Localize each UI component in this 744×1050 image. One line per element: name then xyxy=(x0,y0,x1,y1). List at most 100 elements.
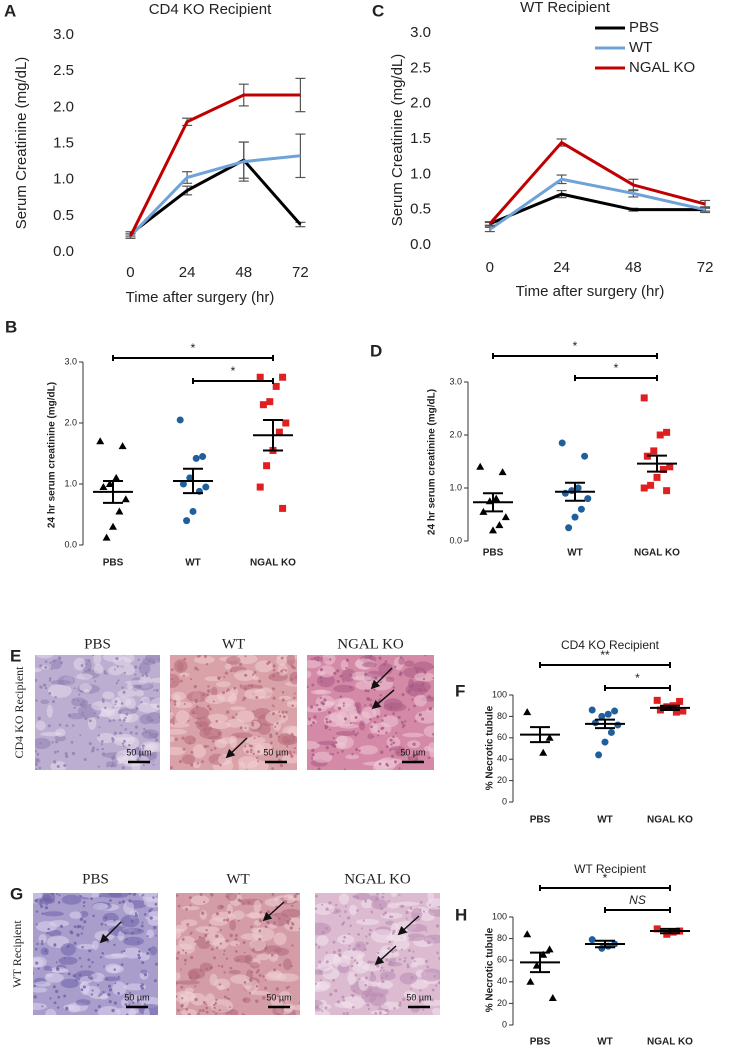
tissue-texture xyxy=(369,973,377,982)
nucleus xyxy=(52,700,56,704)
nucleus xyxy=(402,723,406,727)
nucleus xyxy=(344,910,347,913)
nucleus xyxy=(352,895,356,899)
nucleus xyxy=(378,1011,383,1015)
nucleus xyxy=(208,924,211,927)
tissue-texture xyxy=(175,709,190,724)
nucleus xyxy=(225,939,229,943)
tissue-texture xyxy=(287,726,297,736)
tissue-texture xyxy=(112,981,127,996)
nucleus xyxy=(131,750,134,753)
nucleus xyxy=(170,710,172,713)
tissue-texture xyxy=(392,938,410,951)
nucleus xyxy=(53,943,56,946)
data-point xyxy=(282,419,290,427)
tissue-texture xyxy=(117,755,127,762)
nucleus xyxy=(409,906,413,910)
tissue-texture xyxy=(103,655,124,662)
nucleus xyxy=(78,693,81,696)
nucleus xyxy=(250,748,253,752)
nucleus xyxy=(261,996,266,1000)
tissue-texture xyxy=(92,902,109,911)
tissue-texture xyxy=(33,1002,48,1011)
tissue-texture xyxy=(414,672,434,682)
nucleus xyxy=(370,910,374,914)
tissue-texture xyxy=(52,968,69,974)
nucleus xyxy=(155,688,159,692)
tissue-texture xyxy=(48,929,62,937)
nucleus xyxy=(207,704,210,708)
tissue-texture xyxy=(272,1006,285,1015)
nucleus xyxy=(170,677,174,681)
nucleus xyxy=(141,674,144,677)
data-point xyxy=(595,751,603,759)
arrow xyxy=(262,901,285,922)
chart-title: CD4 KO Recipient xyxy=(149,1,272,18)
nucleus xyxy=(265,748,268,751)
nucleus xyxy=(114,700,118,703)
nucleus xyxy=(373,720,377,724)
nucleus xyxy=(405,910,409,915)
nucleus xyxy=(122,718,126,722)
nucleus xyxy=(422,677,426,681)
nucleus xyxy=(415,758,419,762)
nucleus xyxy=(417,753,420,756)
tissue-texture xyxy=(170,728,187,735)
nucleus xyxy=(123,671,126,674)
nucleus xyxy=(44,686,48,690)
nucleus xyxy=(155,962,158,966)
nucleus xyxy=(103,671,107,675)
nucleus xyxy=(367,697,370,701)
nucleus xyxy=(115,682,118,685)
nucleus xyxy=(63,994,67,998)
nucleus xyxy=(276,994,280,998)
nucleus xyxy=(50,968,53,971)
nucleus xyxy=(369,698,372,702)
nucleus xyxy=(421,717,425,721)
nucleus xyxy=(272,696,276,700)
nucleus xyxy=(101,747,104,751)
chart-title: WT Recipient xyxy=(520,0,611,16)
nucleus xyxy=(219,942,222,945)
nucleus xyxy=(185,907,188,911)
nucleus xyxy=(315,943,318,946)
nucleus xyxy=(288,917,292,921)
tissue-texture xyxy=(390,893,398,897)
nucleus xyxy=(81,927,84,930)
sem-bar xyxy=(595,939,615,949)
nucleus xyxy=(39,742,42,745)
nucleus xyxy=(124,728,128,731)
tissue-texture xyxy=(399,972,418,985)
nucleus xyxy=(365,993,369,997)
nucleus xyxy=(81,946,84,949)
y-tick-label: 20 xyxy=(497,775,507,785)
nucleus xyxy=(52,985,56,989)
x-tick-label: 24 xyxy=(553,259,570,276)
tissue-texture xyxy=(76,673,93,680)
nucleus xyxy=(418,713,422,717)
tissue-texture xyxy=(143,1007,150,1015)
nucleus xyxy=(391,915,394,918)
data-point xyxy=(115,507,124,515)
nucleus xyxy=(155,934,158,937)
nucleus xyxy=(144,730,148,734)
nucleus xyxy=(200,729,203,732)
tissue-texture xyxy=(173,659,188,673)
nucleus xyxy=(293,747,296,750)
nucleus xyxy=(277,735,281,738)
nucleus xyxy=(385,731,388,734)
data-point xyxy=(492,494,501,502)
tissue-texture xyxy=(108,665,124,676)
tissue-texture xyxy=(181,1008,198,1015)
nucleus xyxy=(379,969,383,972)
nucleus xyxy=(177,904,181,908)
tissue-texture xyxy=(394,749,407,757)
nucleus xyxy=(105,978,109,981)
y-tick-label: 80 xyxy=(497,711,507,721)
tissue-texture xyxy=(98,893,123,898)
nucleus xyxy=(194,666,198,670)
tissue-texture xyxy=(414,694,427,707)
x-axis-label: Time after surgery (hr) xyxy=(126,289,275,306)
tissue-texture xyxy=(240,933,263,940)
nucleus xyxy=(143,973,148,977)
